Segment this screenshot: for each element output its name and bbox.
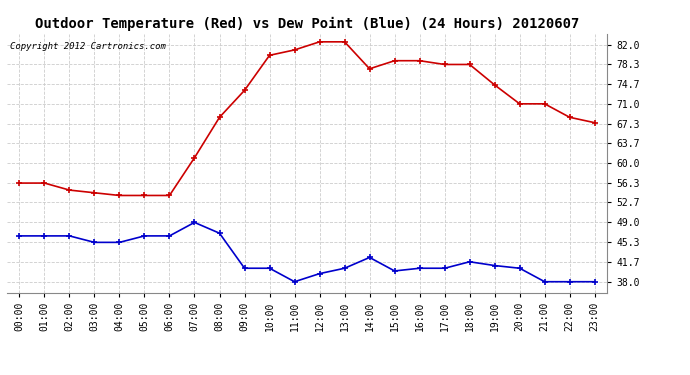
Text: Copyright 2012 Cartronics.com: Copyright 2012 Cartronics.com — [10, 42, 166, 51]
Title: Outdoor Temperature (Red) vs Dew Point (Blue) (24 Hours) 20120607: Outdoor Temperature (Red) vs Dew Point (… — [35, 17, 579, 31]
